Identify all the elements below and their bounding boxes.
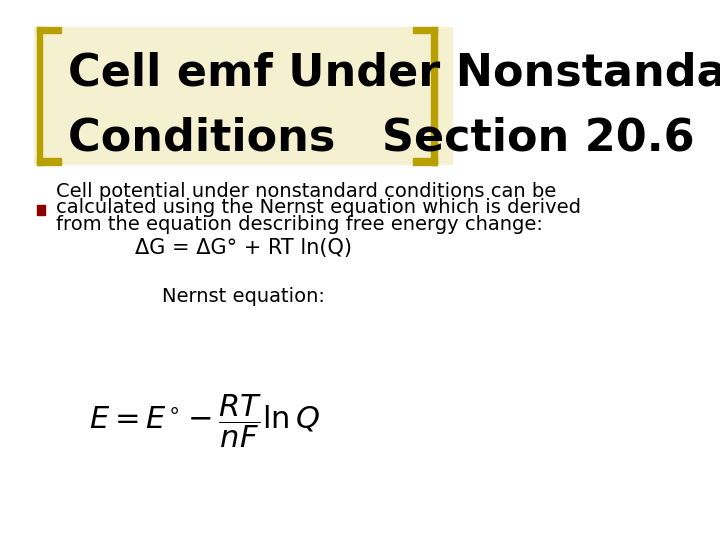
Bar <box>37 27 42 165</box>
Bar <box>37 158 61 165</box>
Text: $E = E^{\circ} - \dfrac{RT}{nF} \ln Q$: $E = E^{\circ} - \dfrac{RT}{nF} \ln Q$ <box>89 393 320 450</box>
Bar <box>37 27 61 33</box>
Text: ΔG = ΔG° + RT ln(Q): ΔG = ΔG° + RT ln(Q) <box>135 238 352 259</box>
Bar <box>413 27 437 33</box>
Text: Cell emf Under Nonstandard: Cell emf Under Nonstandard <box>68 51 720 94</box>
Text: Conditions   Section 20.6: Conditions Section 20.6 <box>68 116 695 159</box>
Text: Nernst equation:: Nernst equation: <box>162 287 325 307</box>
Bar <box>413 158 437 165</box>
FancyBboxPatch shape <box>34 27 454 165</box>
Text: calculated using the Nernst equation which is derived: calculated using the Nernst equation whi… <box>56 198 581 218</box>
Bar <box>431 27 437 165</box>
Bar <box>37 205 45 215</box>
Text: Cell potential under nonstandard conditions can be: Cell potential under nonstandard conditi… <box>56 182 557 201</box>
Text: from the equation describing free energy change:: from the equation describing free energy… <box>56 214 543 234</box>
